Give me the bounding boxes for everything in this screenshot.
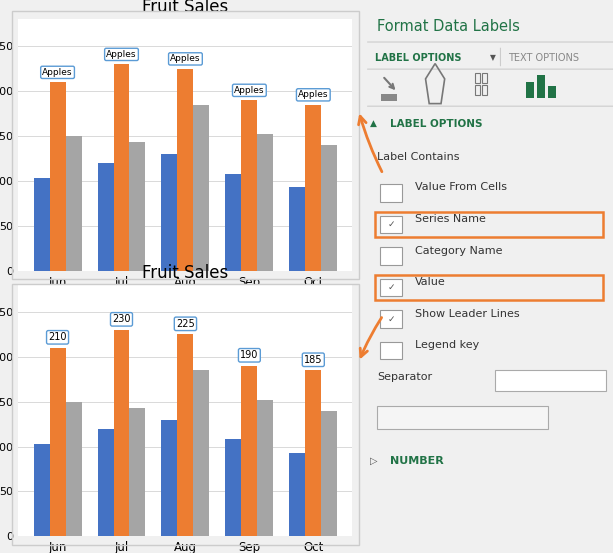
Bar — [377, 406, 548, 429]
Text: Series Name: Series Name — [415, 214, 486, 224]
Bar — [525, 82, 534, 98]
Text: 230: 230 — [112, 314, 131, 324]
FancyArrowPatch shape — [384, 78, 394, 88]
Bar — [113, 64, 129, 271]
Text: 210: 210 — [48, 332, 67, 342]
Bar — [129, 143, 145, 271]
Bar — [305, 370, 321, 536]
Bar — [177, 69, 194, 271]
Text: Format Data Labels: Format Data Labels — [377, 19, 520, 34]
Text: Label Contains: Label Contains — [377, 152, 460, 162]
Text: Separator: Separator — [377, 372, 432, 382]
Bar — [66, 136, 82, 271]
Bar — [34, 444, 50, 536]
Text: NUMBER: NUMBER — [390, 456, 444, 466]
Bar — [380, 279, 402, 296]
Text: Apples: Apples — [170, 54, 200, 64]
Text: ▼: ▼ — [490, 53, 497, 61]
Bar — [242, 100, 257, 271]
Title: Fruit Sales: Fruit Sales — [142, 0, 229, 17]
Bar — [321, 410, 337, 536]
Text: ✓: ✓ — [387, 283, 395, 292]
Text: ▼: ▼ — [586, 374, 592, 383]
Bar — [475, 73, 481, 83]
Legend: Oranges, Apples, Lemons: Oranges, Apples, Lemons — [79, 302, 292, 321]
Bar — [321, 145, 337, 271]
Bar — [242, 366, 257, 536]
Bar — [194, 105, 210, 271]
Bar — [495, 370, 606, 391]
Text: 225: 225 — [176, 319, 195, 329]
Bar — [97, 429, 113, 536]
Text: ▲: ▲ — [370, 119, 376, 128]
Bar — [177, 334, 194, 536]
Bar — [537, 75, 545, 98]
Text: Apples: Apples — [234, 86, 265, 95]
Bar — [50, 348, 66, 536]
Text: Value: Value — [415, 277, 446, 287]
Text: ✓: ✓ — [387, 220, 395, 229]
Bar — [305, 105, 321, 271]
Text: LABEL OPTIONS: LABEL OPTIONS — [375, 53, 462, 62]
Bar — [475, 85, 481, 95]
Text: 185: 185 — [304, 355, 322, 365]
Bar — [226, 174, 242, 271]
Bar — [482, 73, 487, 83]
Text: Category Name: Category Name — [415, 246, 503, 255]
Bar — [113, 330, 129, 536]
Bar — [161, 420, 177, 536]
Text: TEXT OPTIONS: TEXT OPTIONS — [508, 53, 579, 62]
Bar — [381, 94, 397, 101]
Text: ,: , — [506, 374, 509, 384]
Text: ✓: ✓ — [387, 315, 395, 324]
Bar — [257, 400, 273, 536]
Bar — [257, 134, 273, 271]
Bar — [380, 310, 402, 328]
Bar — [66, 401, 82, 536]
Bar — [375, 212, 603, 237]
Bar — [380, 216, 402, 233]
Bar — [50, 82, 66, 271]
Bar — [380, 247, 402, 265]
Title: Fruit Sales: Fruit Sales — [142, 264, 229, 282]
Bar — [97, 163, 113, 271]
Text: Reset Label Text: Reset Label Text — [421, 411, 505, 421]
Bar — [375, 275, 603, 300]
Bar — [289, 187, 305, 271]
Text: 190: 190 — [240, 350, 259, 361]
Text: ▷: ▷ — [370, 456, 377, 466]
Bar — [289, 453, 305, 536]
Text: Legend key: Legend key — [415, 340, 479, 350]
Text: Value From Cells: Value From Cells — [415, 182, 507, 192]
Bar — [380, 184, 402, 202]
Bar — [380, 342, 402, 359]
Text: Apples: Apples — [106, 50, 137, 59]
Text: Show Leader Lines: Show Leader Lines — [415, 309, 520, 319]
Bar — [194, 370, 210, 536]
Bar — [548, 86, 557, 98]
Text: LABEL OPTIONS: LABEL OPTIONS — [390, 119, 482, 129]
Bar — [161, 154, 177, 271]
Text: Apples: Apples — [42, 68, 73, 77]
Bar — [34, 179, 50, 271]
Bar — [129, 408, 145, 536]
Bar — [482, 85, 487, 95]
Bar — [226, 439, 242, 536]
Text: Apples: Apples — [298, 90, 329, 100]
